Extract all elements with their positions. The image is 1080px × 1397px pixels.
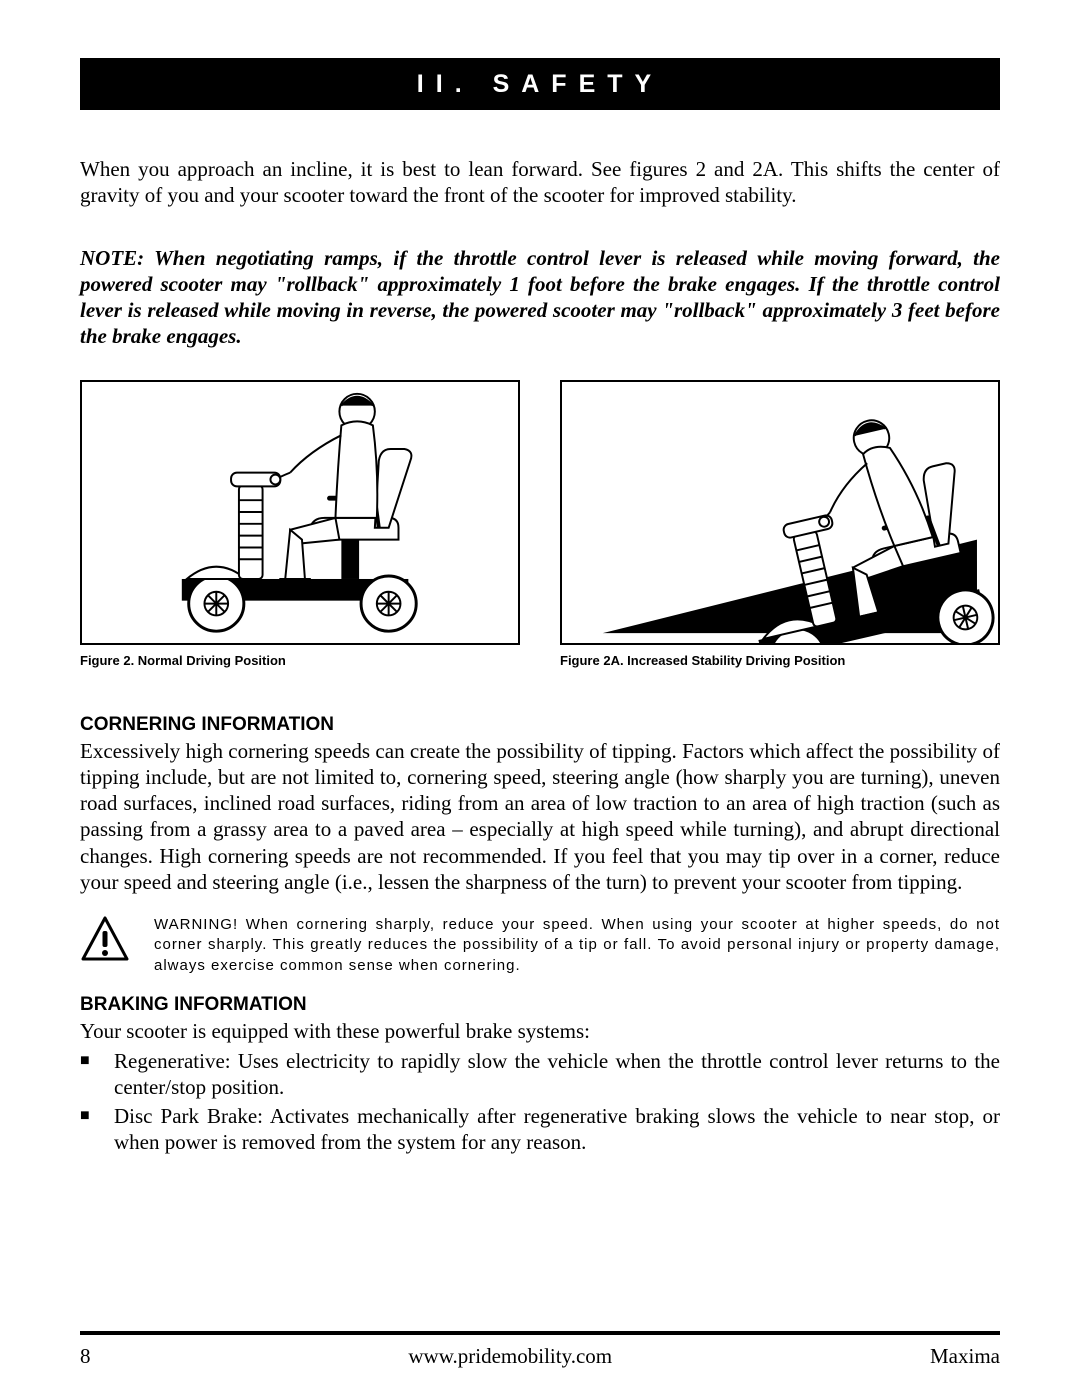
- footer-model: Maxima: [930, 1344, 1000, 1369]
- footer-rule: [80, 1331, 1000, 1335]
- figure-2-block: Figure 2. Normal Driving Position: [80, 380, 520, 668]
- list-item: Regenerative: Uses electricity to rapidl…: [80, 1048, 1000, 1101]
- note-paragraph: NOTE: When negotiating ramps, if the thr…: [80, 245, 1000, 350]
- figure-2-illustration: [80, 380, 520, 645]
- braking-intro: Your scooter is equipped with these powe…: [80, 1018, 1000, 1044]
- section-header-title: II. SAFETY: [417, 70, 663, 99]
- warning-triangle-icon: [80, 915, 130, 963]
- figure-2a-caption: Figure 2A. Increased Stability Driving P…: [560, 653, 1000, 668]
- section-header: II. SAFETY: [80, 58, 1000, 110]
- warning-text: WARNING! When cornering sharply, reduce …: [154, 915, 1000, 976]
- cornering-body: Excessively high cornering speeds can cr…: [80, 738, 1000, 896]
- braking-list: Regenerative: Uses electricity to rapidl…: [80, 1048, 1000, 1155]
- intro-paragraph: When you approach an incline, it is best…: [80, 156, 1000, 209]
- page-footer: 8 www.pridemobility.com Maxima: [80, 1344, 1000, 1369]
- footer-page-number: 8: [80, 1344, 91, 1369]
- footer-url: www.pridemobility.com: [408, 1344, 612, 1369]
- cornering-heading: CORNERING INFORMATION: [80, 714, 1000, 736]
- figures-row: Figure 2. Normal Driving Position: [80, 380, 1000, 668]
- figure-2-caption: Figure 2. Normal Driving Position: [80, 653, 520, 668]
- braking-heading: BRAKING INFORMATION: [80, 994, 1000, 1016]
- list-item: Disc Park Brake: Activates mechanically …: [80, 1103, 1000, 1156]
- figure-2a-illustration: [560, 380, 1000, 645]
- figure-2a-block: Figure 2A. Increased Stability Driving P…: [560, 380, 1000, 668]
- warning-block: WARNING! When cornering sharply, reduce …: [80, 915, 1000, 976]
